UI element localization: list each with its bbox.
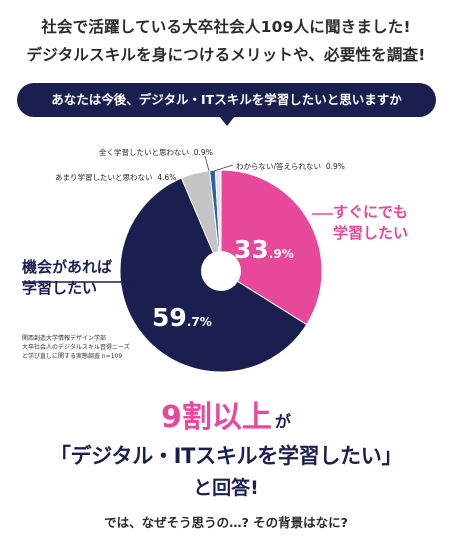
label-amari-value: 4.6%: [157, 173, 177, 182]
value-sugu-dec: .9%: [268, 247, 294, 261]
closing-question: では、なぜそう思うの…? その背景はなに?: [104, 515, 348, 530]
conclusion-answered: と回答!: [193, 477, 259, 499]
leader-mattaku: [204, 155, 210, 172]
label-kikai-line2: 学習したい: [22, 279, 98, 297]
header-line-1: 社会で活躍している大卒社会人109人に聞きました!: [41, 18, 411, 36]
label-wakaranai-text: わからない/答えられない: [236, 162, 322, 171]
source-line-1: 関西創造大学情報デザイン学部: [22, 335, 107, 342]
pie-center-hole: [201, 251, 241, 291]
label-mattaku-value: 0.9%: [193, 148, 213, 157]
conclusion-quote: 「デジタル・ITスキルを学習したい」: [49, 444, 403, 468]
label-wakaranai-value: 0.9%: [325, 162, 345, 171]
banner-pointer: [219, 116, 235, 126]
slice-sugu: [220, 169, 323, 326]
question-banner: あなたは今後、デジタル・ITスキルを学習したいと思いますか: [17, 83, 436, 117]
value-sugu: 33.9%: [234, 235, 294, 264]
source-note: 関西創造大学情報デザイン学部 大卒社会人のデジタルスキル習得ニーズ と学び直しに…: [22, 334, 130, 361]
label-sugu-line2: 学習したい: [333, 224, 409, 242]
value-sugu-int: 33: [234, 235, 269, 264]
source-line-2: 大卒社会人のデジタルスキル習得ニーズ: [22, 344, 130, 351]
label-mattaku-text: 全く学習したいと思わない: [99, 148, 189, 157]
value-kikai-int: 59: [152, 303, 187, 332]
conclusion-headline: 9割以上が: [0, 392, 452, 436]
source-line-3: と学び直しに関する実態調査 n=109: [22, 353, 123, 360]
value-kikai-dec: .7%: [186, 315, 212, 329]
conclusion-big: 9割以上: [161, 400, 272, 435]
label-mattaku: 全く学習したいと思わない 0.9%: [99, 147, 213, 158]
label-kikai: 機会があれば 学習したい: [22, 257, 112, 299]
conclusion-ga: が: [274, 412, 291, 431]
label-wakaranai: わからない/答えられない 0.9%: [236, 161, 345, 172]
label-kikai-line1: 機会があれば: [22, 258, 113, 276]
label-amari: あまり学習したいと思わない 4.6%: [55, 172, 176, 183]
label-sugu-line1: すぐにでも: [333, 203, 409, 221]
value-kikai: 59.7%: [152, 303, 212, 332]
leader-wakaranai: [213, 164, 234, 172]
label-sugu: すぐにでも 学習したい: [333, 202, 408, 244]
header-line-2: デジタルスキルを身につけるメリットや、必要性を調査!: [26, 46, 426, 64]
label-amari-text: あまり学習したいと思わない: [55, 173, 153, 182]
